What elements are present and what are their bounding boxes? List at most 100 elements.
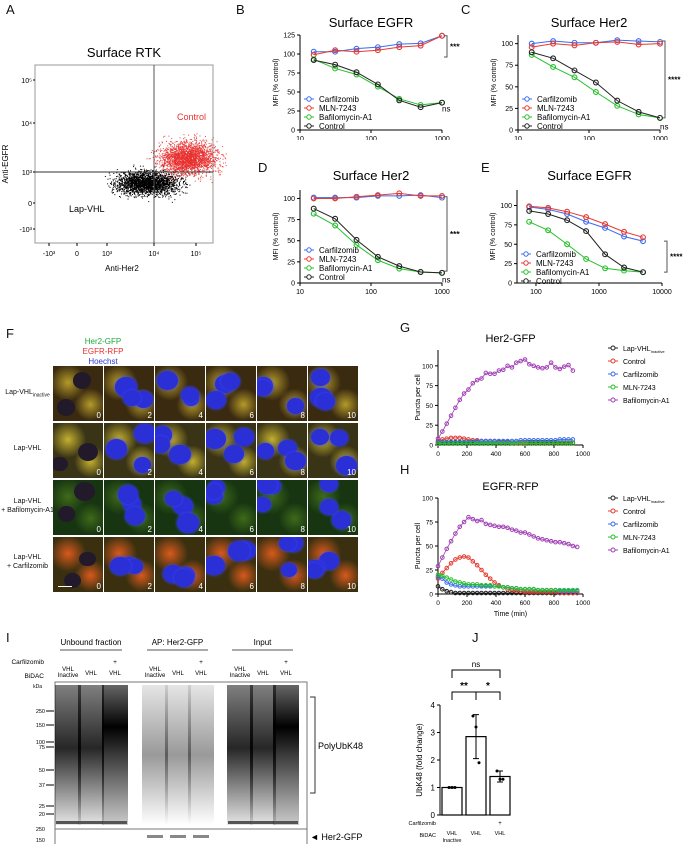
nucleus xyxy=(285,452,306,471)
svg-text:****: **** xyxy=(668,75,681,84)
microscopy-tile: 6 xyxy=(206,537,256,592)
chart-title: Surface Her2 xyxy=(333,168,410,183)
row-label-lap-vhl-inactive: Lap-VHLinactive xyxy=(5,389,50,399)
svg-text:100: 100 xyxy=(422,363,433,370)
legend-item: Lap-VHL xyxy=(623,346,651,353)
nucleus xyxy=(286,398,304,414)
legend-item: Bafilomycin-A1 xyxy=(623,548,670,555)
chart-surface-her2-tuc: Surface Her20255075100101001000Tuc-VHL (… xyxy=(273,168,460,296)
chart-title: Surface RTK xyxy=(87,45,162,60)
microscopy-tile: 2 xyxy=(104,480,154,535)
svg-text:0: 0 xyxy=(28,201,32,208)
x-axis-label: Time (min) xyxy=(494,611,527,618)
legend-item: Control xyxy=(319,122,345,131)
chart-title: EGFR-RFP xyxy=(482,481,538,493)
legend-item: Bafilomycin-A1 xyxy=(319,264,373,273)
scale-bar xyxy=(58,586,72,587)
microscopy-tile: 4 xyxy=(155,537,205,592)
microscopy-image-grid: 0 2 4 6 8 10 0 2 4 6 8 10 0 2 4 6 8 10 0 2 4 6 8 10 xyxy=(53,366,358,592)
timepoint-label: 6 xyxy=(249,468,254,477)
nucleus xyxy=(206,555,225,576)
nucleus xyxy=(155,436,171,453)
legend-item: MLN-7243 xyxy=(537,104,575,113)
label-lap-vhl: Lap-VHL xyxy=(69,204,105,214)
chart-surface-egfr-egf: Surface EGFR0255075100100100010000EGF (p… xyxy=(490,168,683,296)
blot-group-label: Input xyxy=(254,638,273,647)
svg-text:100: 100 xyxy=(501,41,513,48)
y-axis-label: Puncta per cell xyxy=(415,522,422,569)
y-axis-label: Puncta per cell xyxy=(415,374,422,421)
svg-text:50: 50 xyxy=(505,84,513,91)
timepoint-label: 8 xyxy=(300,525,305,534)
nucleus xyxy=(220,373,240,391)
microscopy-tile: 6 xyxy=(206,366,256,421)
nucleus xyxy=(308,562,323,578)
nucleus xyxy=(134,423,154,444)
legend-item: Carfilzomib xyxy=(537,95,578,104)
panel-label-g: G xyxy=(400,320,411,335)
svg-text:****: **** xyxy=(450,42,460,51)
polyubk48-label: PolyUbK48 xyxy=(318,741,363,751)
microscopy-tile: 8 xyxy=(257,480,307,535)
panel-label-e: E xyxy=(481,160,490,175)
nucleus xyxy=(174,569,194,588)
timepoint-label: 2 xyxy=(147,468,152,477)
chart-her2-gfp-puncta: Her2-GFP025507510002004006008001000Time … xyxy=(415,333,670,458)
legend-item: Carfilzomib xyxy=(623,372,658,379)
chart-title: Her2-GFP xyxy=(485,333,535,345)
svg-text:75: 75 xyxy=(505,63,513,70)
svg-text:10⁵: 10⁵ xyxy=(21,78,32,85)
svg-text:50: 50 xyxy=(287,90,295,97)
chart-surface-egfr-lap: Surface EGFR0255075100125101001000Lap-VH… xyxy=(273,15,460,140)
timepoint-label: 2 xyxy=(147,525,152,534)
microscopy-tile: 0 xyxy=(53,423,103,478)
nucleus xyxy=(319,480,338,493)
legend-item: Carfilzomib xyxy=(623,522,658,529)
microscopy-tile: 4 xyxy=(155,366,205,421)
nucleus xyxy=(257,480,277,494)
legend-item: Control xyxy=(623,509,646,516)
blot-group-label: AP: Her2-GFP xyxy=(152,638,204,647)
legend-item: Carfilzomib xyxy=(536,250,577,259)
svg-text:50: 50 xyxy=(287,238,295,245)
nucleus xyxy=(124,506,146,526)
microscopy-tile: 2 xyxy=(104,537,154,592)
svg-text:1000: 1000 xyxy=(434,289,450,296)
legend-item: Control xyxy=(537,122,563,131)
nucleus xyxy=(53,456,68,472)
timepoint-label: 8 xyxy=(300,411,305,420)
timepoint-label: 10 xyxy=(347,468,356,477)
nucleus xyxy=(279,537,297,551)
timepoint-label: 2 xyxy=(147,582,152,591)
chart-title: Surface EGFR xyxy=(329,15,414,30)
timepoint-label: 0 xyxy=(96,411,101,420)
svg-text:10⁴: 10⁴ xyxy=(149,251,160,258)
timepoint-label: 4 xyxy=(198,468,203,477)
timepoint-label: 4 xyxy=(198,411,203,420)
svg-text:25: 25 xyxy=(504,261,512,268)
svg-text:25: 25 xyxy=(287,109,295,116)
legend-item: MLN-7243 xyxy=(536,259,574,268)
row-label-lap-vhl: Lap-VHL xyxy=(13,445,42,452)
timepoint-label: 10 xyxy=(347,411,356,420)
microscopy-tile: 8 xyxy=(257,537,307,592)
legend-item: Lap-VHL xyxy=(623,496,651,503)
timepoint-label: 8 xyxy=(300,468,305,477)
legend-item: Control xyxy=(319,273,345,282)
svg-text:10³: 10³ xyxy=(102,251,113,258)
nucleus xyxy=(165,490,182,506)
nucleus xyxy=(168,444,191,465)
panel-label-i: I xyxy=(6,630,10,645)
svg-text:25: 25 xyxy=(426,423,434,430)
timepoint-label: 10 xyxy=(347,582,356,591)
timepoint-label: 4 xyxy=(198,582,203,591)
nucleus xyxy=(233,428,254,447)
channel-hoechst: Hoechst xyxy=(88,357,118,366)
svg-text:0: 0 xyxy=(509,128,513,135)
timepoint-label: 0 xyxy=(96,468,101,477)
nucleus xyxy=(57,506,76,523)
legend-item: MLN-7243 xyxy=(623,385,656,392)
nucleus xyxy=(72,372,91,389)
svg-text:10: 10 xyxy=(514,136,522,140)
svg-text:10⁵: 10⁵ xyxy=(191,251,202,258)
